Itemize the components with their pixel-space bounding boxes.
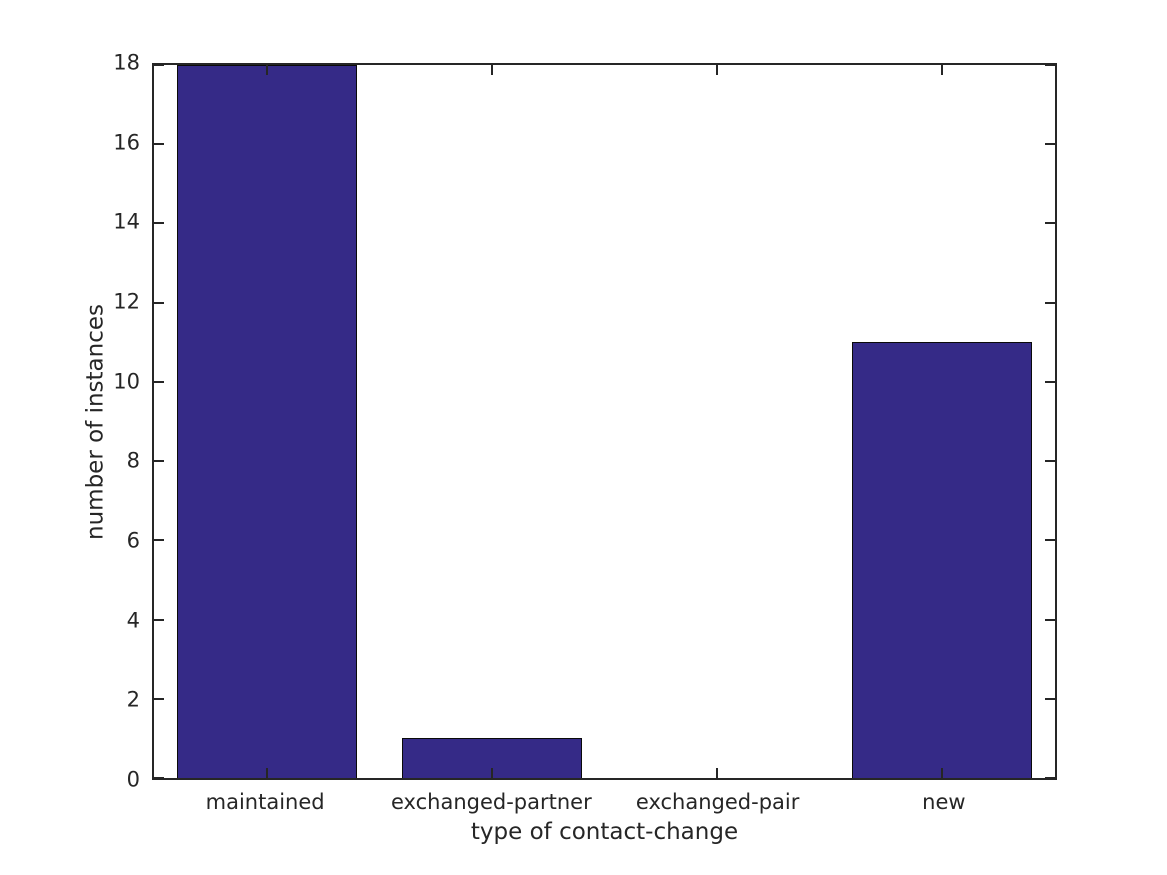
x-tick-top: [265, 65, 268, 75]
y-tick-right: [1045, 301, 1055, 304]
x-tick-label-exchanged-partner: exchanged-partner: [391, 790, 592, 814]
y-tick-right: [1045, 222, 1055, 225]
y-tick-left: [154, 777, 164, 779]
y-tick-right: [1045, 143, 1055, 146]
y-tick-left: [154, 301, 164, 304]
y-tick-label: 10: [113, 369, 140, 394]
bar-new: [852, 342, 1033, 778]
x-tick-top: [490, 65, 493, 75]
y-axis-title: number of instances: [82, 303, 109, 540]
plot-area: [152, 63, 1057, 780]
x-axis-title: type of contact-change: [470, 819, 739, 845]
y-tick-right: [1045, 777, 1055, 779]
y-tick-left: [154, 460, 164, 463]
y-tick-label: 16: [113, 130, 140, 155]
y-tick-left: [154, 618, 164, 621]
y-tick-left: [154, 64, 164, 66]
x-tick-top: [716, 65, 719, 75]
y-tick-label: 14: [113, 209, 140, 234]
x-tick-bottom: [265, 768, 268, 778]
y-tick-right: [1045, 380, 1055, 383]
y-tick-right: [1045, 64, 1055, 66]
y-tick-left: [154, 697, 164, 700]
x-tick-top: [941, 65, 944, 75]
y-tick-label: 2: [126, 687, 140, 712]
y-tick-label: 18: [113, 50, 140, 75]
x-tick-bottom: [490, 768, 493, 778]
y-tick-label: 6: [126, 528, 140, 553]
x-tick-label-new: new: [922, 790, 966, 814]
y-tick-label: 8: [126, 448, 140, 473]
y-tick-left: [154, 539, 164, 542]
bar-maintained: [176, 65, 357, 778]
x-tick-bottom: [941, 768, 944, 778]
y-tick-left: [154, 143, 164, 146]
y-tick-label: 12: [113, 289, 140, 314]
y-tick-right: [1045, 618, 1055, 621]
x-tick-label-maintained: maintained: [205, 790, 325, 814]
y-tick-left: [154, 222, 164, 225]
y-tick-left: [154, 380, 164, 383]
x-tick-bottom: [716, 768, 719, 778]
y-tick-right: [1045, 539, 1055, 542]
x-tick-label-exchanged-pair: exchanged-pair: [635, 790, 800, 814]
y-tick-label: 0: [126, 767, 140, 792]
y-tick-right: [1045, 697, 1055, 700]
y-tick-label: 4: [126, 608, 140, 633]
y-tick-right: [1045, 460, 1055, 463]
